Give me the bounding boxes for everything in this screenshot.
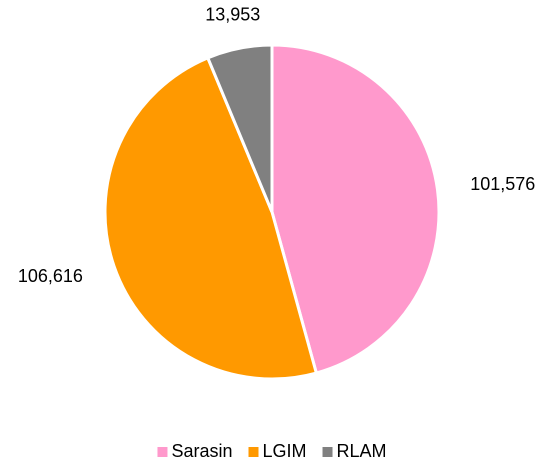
legend-label: LGIM <box>263 441 307 461</box>
legend-swatch <box>157 447 168 457</box>
data-label: 106,616 <box>18 266 83 286</box>
legend-swatch <box>322 447 333 457</box>
legend-label: Sarasin <box>171 441 232 461</box>
data-label: 13,953 <box>205 5 260 25</box>
pie-slice <box>205 43 274 213</box>
legend-label: RLAM <box>337 441 387 461</box>
legend: Sarasin LGIM RLAM <box>157 441 387 461</box>
data-label: 101,576 <box>470 174 535 194</box>
pie-slice <box>103 55 319 381</box>
legend-swatch <box>248 447 259 457</box>
pie-slice <box>270 43 441 375</box>
